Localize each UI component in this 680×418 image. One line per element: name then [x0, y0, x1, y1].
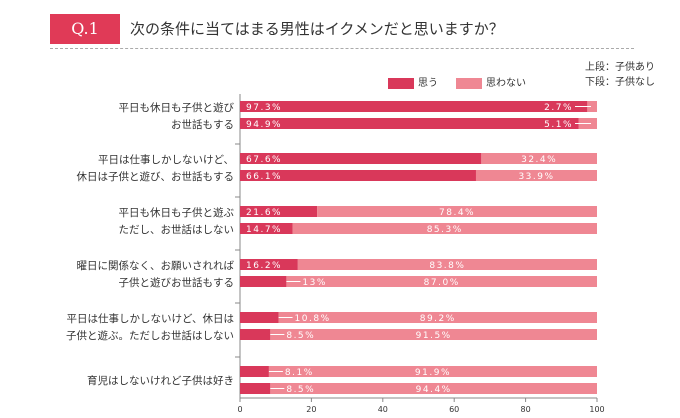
bar-segment-not_think	[278, 312, 597, 323]
data-label-not-think: 2.7%	[544, 103, 573, 113]
legend-note-upper: 上段：子供あり	[585, 62, 655, 73]
data-label-not-think: 78.4%	[439, 208, 475, 218]
data-label-think: 10.8%	[295, 314, 331, 324]
bar-segment-not_think	[286, 276, 597, 287]
legend-item-think: 思う	[388, 74, 438, 89]
x-tick-label: 60	[449, 405, 459, 414]
x-tick-label: 80	[521, 405, 531, 414]
bar-segment-not_think	[268, 366, 597, 377]
bar-segment-not_think	[481, 153, 597, 164]
data-label-not-think: 85.3%	[427, 225, 463, 235]
category-label: 子供と遊ぶ。ただしお世話はしない	[66, 329, 234, 342]
bar-segment-not_think	[587, 101, 597, 112]
bar-segment-not_think	[317, 206, 597, 217]
data-label-think: 21.6%	[246, 208, 282, 218]
data-label-think: 67.6%	[246, 155, 282, 165]
category-label: 休日は子供と遊び、お世話もする	[77, 170, 235, 183]
x-tick-label: 100	[589, 405, 604, 414]
bar-segment-not_think	[297, 259, 597, 270]
data-label-not-think: 94.4%	[416, 385, 452, 395]
data-label-not-think: 91.5%	[416, 331, 452, 341]
data-label-not-think: 32.4%	[521, 155, 557, 165]
x-tick-label: 0	[237, 405, 242, 414]
bar-segment-think	[240, 101, 588, 112]
legend-label-think: 思う	[418, 78, 438, 89]
question-title: 次の条件に当てはまる男性はイクメンだと思いますか？	[130, 20, 504, 38]
bar-segment-think	[240, 276, 287, 287]
data-label-think: 14.7%	[246, 225, 282, 235]
category-label: お世話もする	[171, 118, 234, 131]
bar-segment-not_think	[292, 223, 597, 234]
data-label-think: 8.5%	[286, 331, 315, 341]
bar-segment-think	[240, 170, 476, 181]
category-label: 曜日に関係なく、お願いされれば	[77, 260, 235, 272]
data-label-think: 16.2%	[246, 261, 282, 271]
category-label: 平日は仕事しかしないけど、	[98, 153, 234, 166]
bar-segment-think	[240, 329, 271, 340]
bar-segment-think	[240, 223, 293, 234]
bar-segment-think	[240, 118, 579, 129]
data-label-not-think: 83.8%	[429, 261, 465, 271]
data-label-think: 8.1%	[285, 368, 314, 378]
legend-swatch-not-think	[456, 77, 482, 89]
bar-segment-think	[240, 206, 318, 217]
bar-segment-think	[240, 153, 482, 164]
question-badge: Q.1	[50, 14, 120, 44]
data-label-not-think: 5.1%	[544, 120, 573, 130]
data-label-not-think: 87.0%	[424, 278, 460, 288]
legend-item-not-think: 思わない	[456, 74, 526, 89]
data-label-think: 97.3%	[246, 103, 282, 113]
data-label-think: 8.5%	[286, 385, 315, 395]
category-label: 育児はしないけれど子供は好き	[87, 374, 234, 387]
legend-note: 上段：子供あり 下段：子供なし	[585, 60, 655, 90]
data-label-think: 66.1%	[246, 172, 282, 182]
bar-segment-think	[240, 366, 269, 377]
x-tick-label: 40	[378, 405, 388, 414]
data-label-think: 94.9%	[246, 120, 282, 130]
title-separator	[50, 48, 634, 49]
bar-segment-think	[240, 259, 298, 270]
data-label-not-think: 91.9%	[415, 368, 451, 378]
legend-note-lower: 下段：子供なし	[585, 77, 655, 88]
bar-segment-think	[240, 383, 271, 394]
category-label: 平日も休日も子供と遊び	[119, 101, 235, 114]
data-label-not-think: 89.2%	[420, 314, 456, 324]
bar-segment-think	[240, 312, 279, 323]
legend-label-not-think: 思わない	[486, 78, 526, 89]
category-label: ただし、お世話はしない	[119, 223, 235, 236]
bar-segment-not_think	[475, 170, 597, 181]
category-label: 平日も休日も子供と遊ぶ	[119, 206, 235, 219]
x-tick-label: 20	[306, 405, 316, 414]
bar-segment-not_think	[270, 383, 597, 394]
data-label-not-think: 33.9%	[518, 172, 554, 182]
legend-swatch-think	[388, 77, 414, 89]
category-label: 平日は仕事しかしないけど、休日は	[67, 312, 234, 325]
bar-segment-not_think	[270, 329, 597, 340]
data-label-think: 13%	[302, 278, 327, 288]
category-label: 子供と遊びお世話もする	[119, 276, 235, 289]
